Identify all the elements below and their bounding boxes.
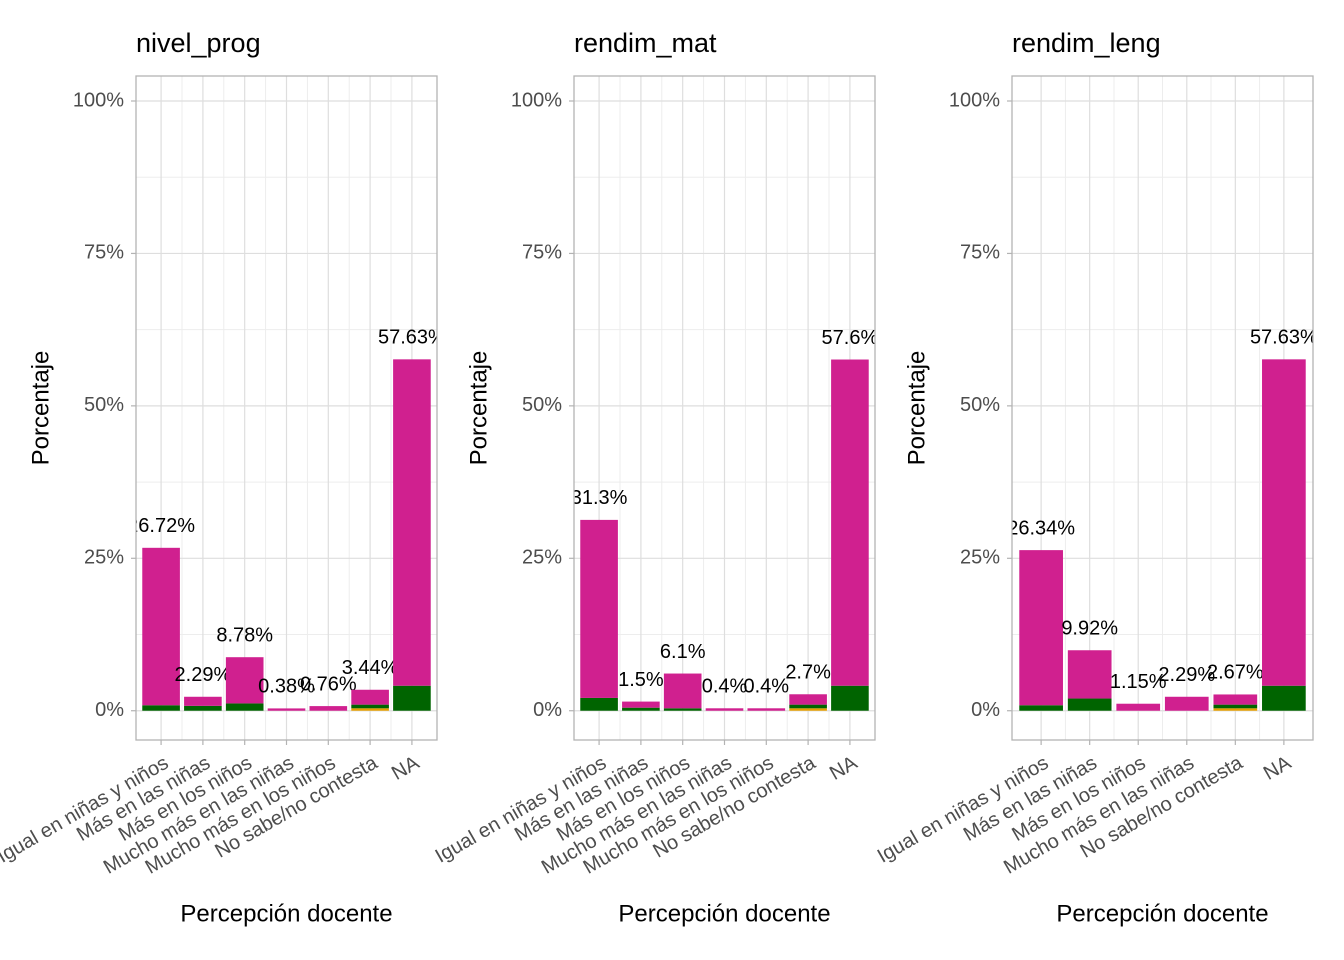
bar-segment <box>1262 685 1306 711</box>
value-label: 31.3% <box>571 487 628 509</box>
bar-segment <box>309 706 348 711</box>
bar-segment <box>267 708 306 711</box>
x-axis-title: Percepción docente <box>180 900 392 927</box>
bar-segment <box>1262 359 1306 686</box>
bar-segment <box>1067 698 1112 711</box>
value-label: 2.7% <box>785 662 831 684</box>
bar-segment <box>225 703 264 711</box>
value-label: 1.15% <box>1110 671 1167 693</box>
x-tick-label: NA <box>388 752 424 785</box>
x-axis-title: Percepción docente <box>1056 900 1268 927</box>
y-axis-title: Porcentaje <box>903 351 930 466</box>
value-label: 26.72% <box>127 515 195 537</box>
bar-segment <box>1213 694 1258 705</box>
value-label: 57.63% <box>1250 327 1318 349</box>
bar-segment <box>580 519 618 698</box>
value-label: 0.4% <box>744 676 790 698</box>
value-label: 2.67% <box>1207 662 1264 684</box>
bar-segment <box>705 708 744 711</box>
panel-border <box>1011 75 1314 741</box>
panel-title: rendim_leng <box>1012 28 1161 58</box>
bar-segment <box>1067 650 1112 699</box>
value-label: 3.44% <box>342 657 399 679</box>
panel: 0%25%50%75%100%Igual en niñas y niñosMás… <box>0 28 446 927</box>
bar-segment <box>142 547 180 706</box>
y-tick-label: 50% <box>84 394 124 416</box>
bar-segment <box>663 708 702 711</box>
y-tick-label: 75% <box>960 242 1000 264</box>
panel: 0%25%50%75%100%Igual en niñas y niñosMás… <box>874 28 1318 927</box>
x-tick-label: NA <box>826 752 862 785</box>
value-label: 57.6% <box>822 327 879 349</box>
bar-segment <box>184 696 222 706</box>
value-label: 26.34% <box>1007 517 1075 539</box>
bar-segment <box>747 708 786 711</box>
bar-segment <box>1116 703 1161 711</box>
value-label: 8.78% <box>216 624 273 646</box>
panel-title: nivel_prog <box>136 28 261 58</box>
bar-segment <box>789 704 827 709</box>
bar-segment <box>351 708 389 711</box>
y-tick-label: 100% <box>949 89 1000 111</box>
value-label: 1.5% <box>618 669 664 691</box>
bar-segment <box>789 694 827 705</box>
bar-segment <box>622 701 660 708</box>
bar-segment <box>831 685 869 711</box>
value-label: 2.29% <box>1158 664 1215 686</box>
value-label: 2.29% <box>175 664 232 686</box>
bar-segment <box>789 708 827 711</box>
y-axis-title: Porcentaje <box>27 351 54 466</box>
bar-segment <box>1019 705 1063 711</box>
panel: 0%25%50%75%100%Igual en niñas y niñosMás… <box>432 28 879 927</box>
bar-segment <box>622 707 660 711</box>
bars: 26.34% 9.92% 1.15%2.29%2.67% 57.63% <box>1007 327 1318 711</box>
value-label: 0.4% <box>702 676 748 698</box>
bars: 26.72% 2.29% 8.78% 0.38%0.76%3.44% 57.63% <box>127 327 446 711</box>
bar-segment <box>1213 708 1258 711</box>
value-label: 57.63% <box>378 327 446 349</box>
y-tick-label: 0% <box>971 699 1000 721</box>
value-label: 6.1% <box>660 641 706 663</box>
y-tick-label: 25% <box>522 547 562 569</box>
bar-segment <box>351 689 389 705</box>
y-tick-label: 50% <box>522 394 562 416</box>
bars: 31.3%1.5%6.1%0.4%0.4%2.7%57.6% <box>571 327 879 711</box>
y-tick-label: 25% <box>960 547 1000 569</box>
panel-border <box>135 75 438 741</box>
x-axis-title: Percepción docente <box>618 900 830 927</box>
bar-segment <box>663 673 702 709</box>
y-tick-label: 0% <box>533 699 562 721</box>
x-tick-label: NA <box>1260 752 1296 785</box>
bar-segment <box>580 697 618 711</box>
bar-segment <box>1164 696 1209 711</box>
bar-segment <box>1213 704 1258 709</box>
bar-segment <box>225 657 264 704</box>
y-axis-title: Porcentaje <box>465 351 492 466</box>
bar-segment <box>184 705 222 711</box>
panel-border <box>573 75 876 741</box>
bar-segment <box>393 359 431 686</box>
y-tick-label: 75% <box>522 242 562 264</box>
value-label: 9.92% <box>1061 618 1118 640</box>
bar-segment <box>1019 550 1063 706</box>
bar-segment <box>351 704 389 709</box>
y-tick-label: 25% <box>84 547 124 569</box>
y-tick-label: 50% <box>960 394 1000 416</box>
y-tick-label: 100% <box>511 89 562 111</box>
y-tick-label: 100% <box>73 89 124 111</box>
bar-segment <box>393 685 431 711</box>
y-tick-label: 0% <box>95 699 124 721</box>
bar-segment <box>142 705 180 711</box>
value-label: 0.76% <box>300 673 357 695</box>
bar-segment <box>831 359 869 686</box>
panel-title: rendim_mat <box>574 28 717 58</box>
y-tick-label: 75% <box>84 242 124 264</box>
value-label: 0.38% <box>258 676 315 698</box>
